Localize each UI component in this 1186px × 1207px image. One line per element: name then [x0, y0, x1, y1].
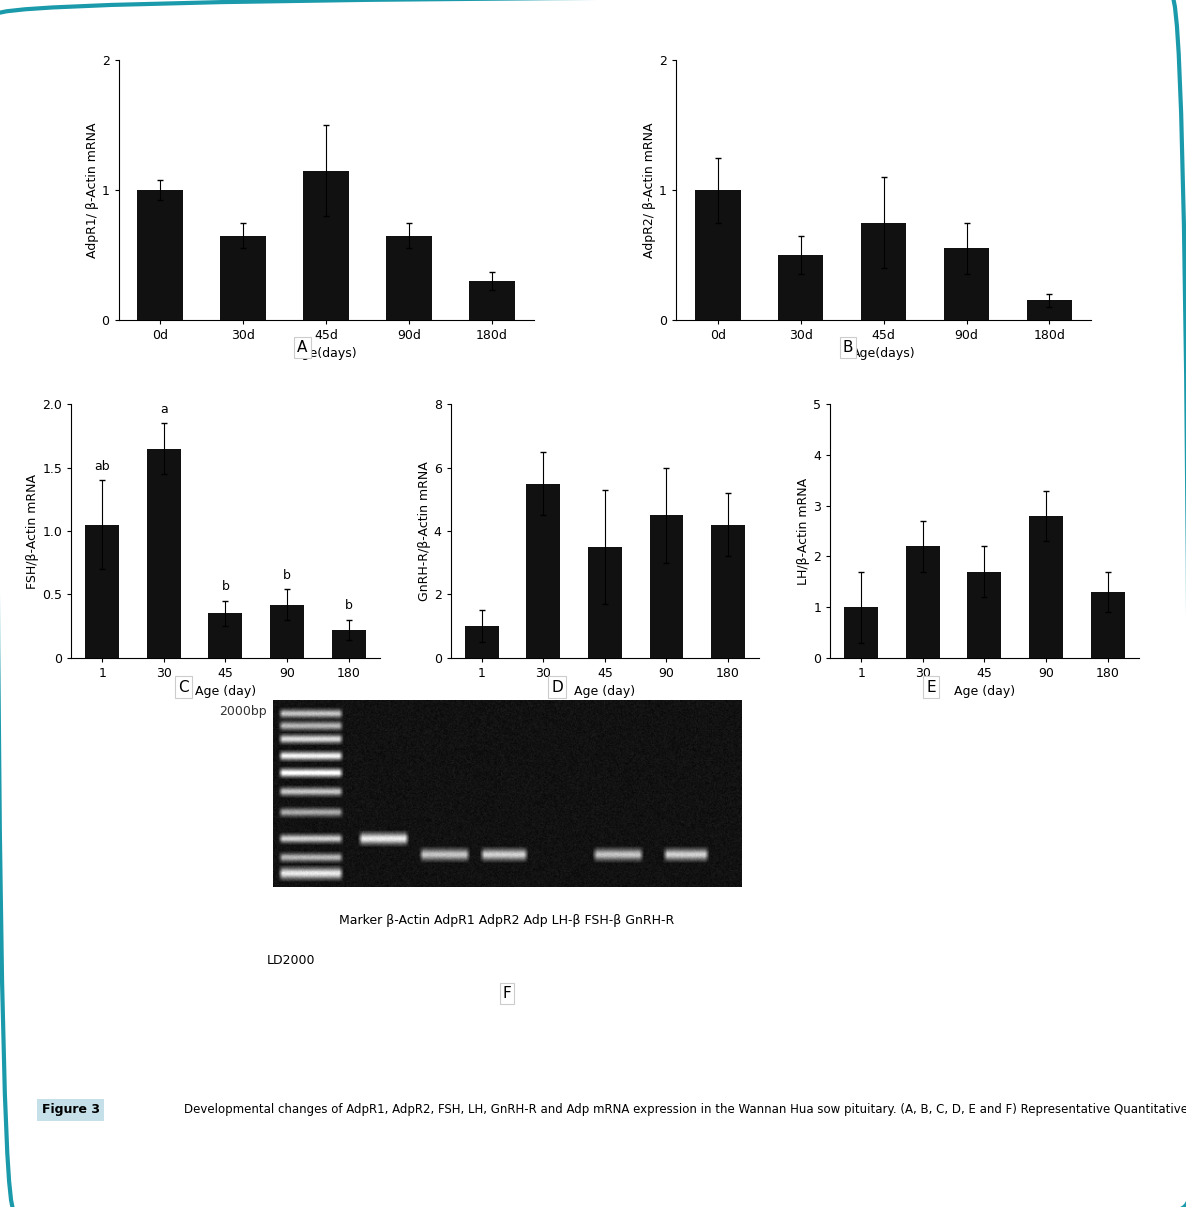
Bar	[712, 525, 745, 658]
Bar	[85, 525, 119, 658]
Bar	[147, 449, 180, 658]
Text: E: E	[926, 680, 936, 694]
Bar	[138, 191, 183, 320]
Text: Marker β-Actin AdpR1 AdpR2 Adp LH-β FSH-β GnRH-R: Marker β-Actin AdpR1 AdpR2 Adp LH-β FSH-…	[339, 914, 675, 927]
Text: b: b	[222, 581, 229, 593]
Text: Developmental changes of AdpR1, AdpR2, FSH, LH, GnRH-R and Adp mRNA expression i: Developmental changes of AdpR1, AdpR2, F…	[184, 1103, 1186, 1116]
Text: b: b	[345, 599, 352, 612]
X-axis label: Age(days): Age(days)	[294, 348, 358, 361]
Y-axis label: GnRH-R/β-Actin mRNA: GnRH-R/β-Actin mRNA	[417, 461, 431, 601]
Bar	[650, 515, 683, 658]
Bar	[527, 484, 560, 658]
Bar	[844, 607, 878, 658]
Text: 2000bp: 2000bp	[219, 705, 267, 718]
X-axis label: Age (day): Age (day)	[574, 686, 636, 699]
Y-axis label: AdpR1/ β-Actin mRNA: AdpR1/ β-Actin mRNA	[85, 122, 98, 258]
Bar	[588, 547, 621, 658]
Bar	[387, 235, 432, 320]
X-axis label: Age (day): Age (day)	[954, 686, 1015, 699]
Bar	[304, 170, 349, 320]
Bar	[209, 613, 242, 658]
Bar	[695, 191, 740, 320]
Text: LD2000: LD2000	[267, 954, 315, 967]
Text: F: F	[503, 986, 511, 1001]
Bar	[1027, 301, 1072, 320]
Bar	[778, 255, 823, 320]
Bar	[1029, 515, 1063, 658]
Y-axis label: AdpR2/ β-Actin mRNA: AdpR2/ β-Actin mRNA	[643, 122, 656, 258]
Text: D: D	[551, 680, 563, 694]
X-axis label: Age(days): Age(days)	[852, 348, 916, 361]
Bar	[270, 605, 304, 658]
Text: ab: ab	[95, 460, 110, 473]
X-axis label: Age (day): Age (day)	[195, 686, 256, 699]
Text: A: A	[298, 340, 307, 355]
Text: b: b	[283, 568, 291, 582]
Text: a: a	[160, 403, 167, 415]
Bar	[861, 222, 906, 320]
Y-axis label: FSH/β-Actin mRNA: FSH/β-Actin mRNA	[26, 473, 39, 589]
Bar	[968, 572, 1001, 658]
Bar	[221, 235, 266, 320]
Text: Figure 3: Figure 3	[42, 1103, 100, 1116]
Y-axis label: LH/β-Actin mRNA: LH/β-Actin mRNA	[797, 478, 810, 584]
Bar	[1091, 591, 1124, 658]
Text: C: C	[179, 680, 189, 694]
Bar	[470, 281, 515, 320]
Bar	[332, 630, 365, 658]
Text: B: B	[843, 340, 853, 355]
Bar	[906, 547, 939, 658]
Bar	[944, 249, 989, 320]
Bar	[465, 626, 498, 658]
